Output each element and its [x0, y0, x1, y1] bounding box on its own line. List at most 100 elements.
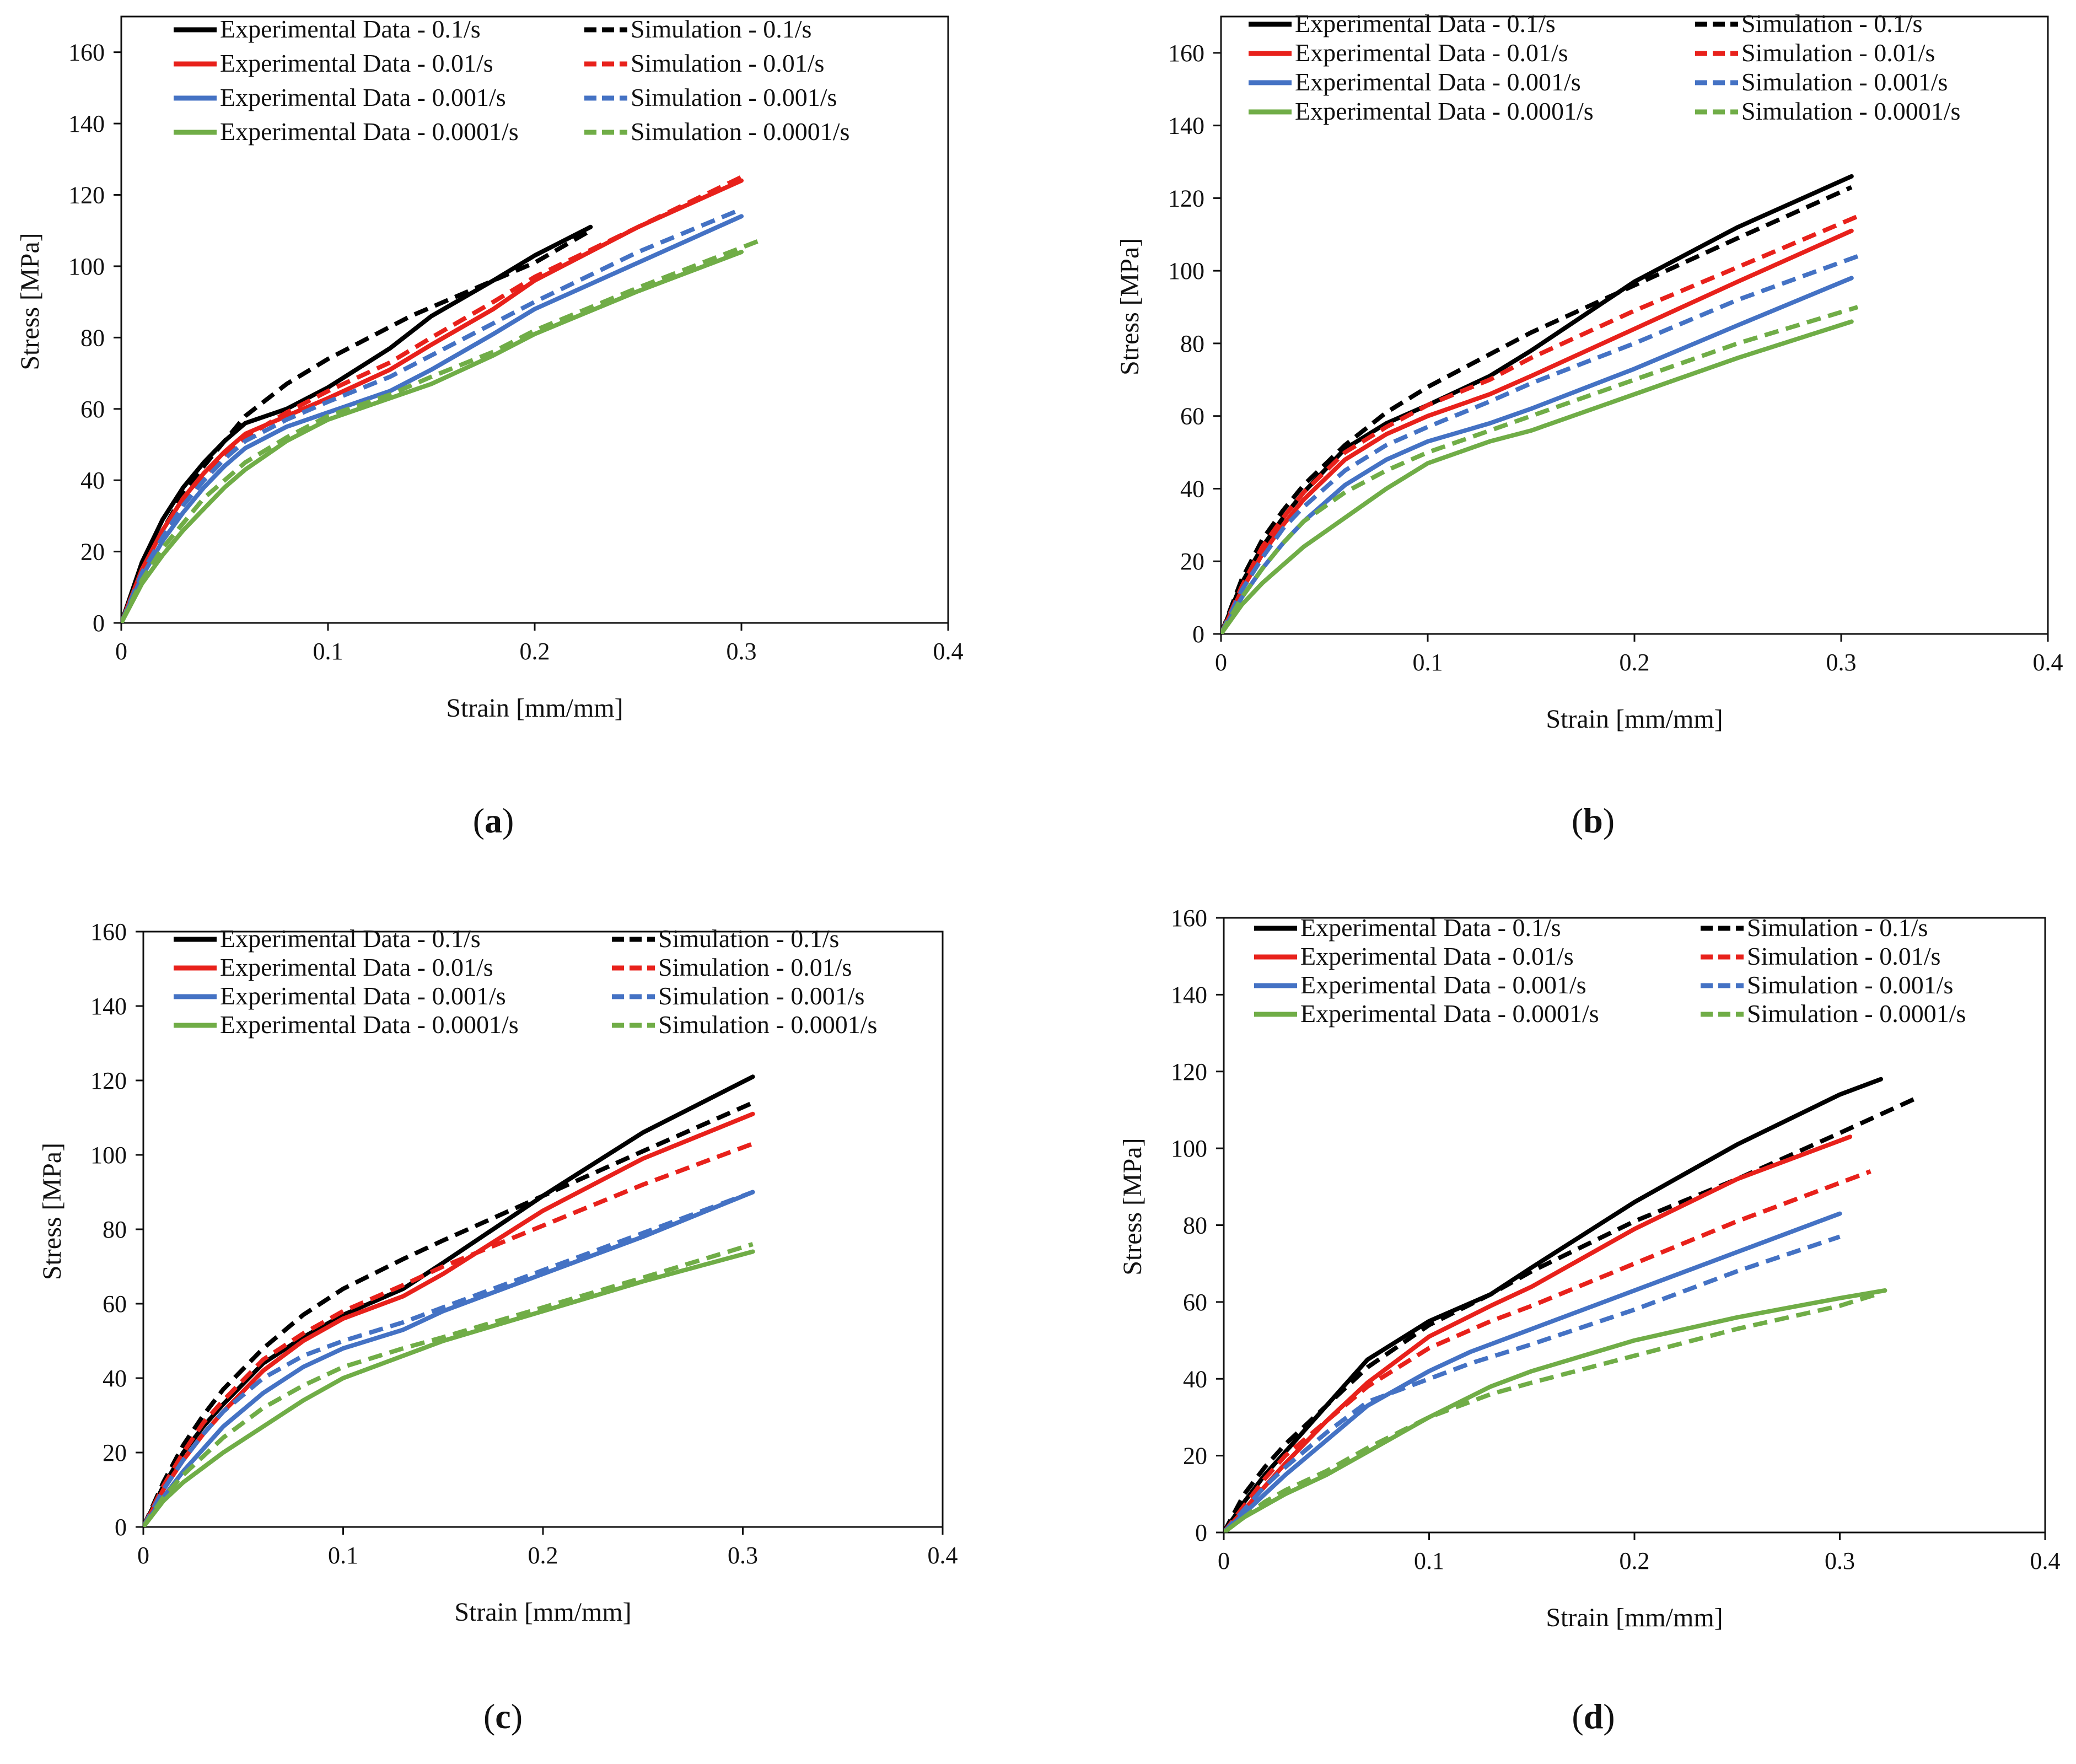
- y-tick-label: 0: [93, 610, 105, 637]
- legend-label: Simulation - 0.0001/s: [1741, 97, 1960, 125]
- y-axis-title: Stress [MPa]: [1118, 1138, 1147, 1275]
- caption-letter: c: [495, 1697, 510, 1736]
- panel-caption: (a): [473, 801, 514, 840]
- series-line-simulation-0-0001-s: [1224, 1292, 1878, 1532]
- series-line-simulation-0-1-s: [143, 1100, 754, 1527]
- series-line-simulation-0-0001-s: [143, 1242, 754, 1527]
- y-tick-label: 20: [1180, 548, 1204, 575]
- legend-label: Experimental Data - 0.0001/s: [220, 117, 519, 146]
- panel-caption: (b): [1572, 801, 1615, 840]
- series-line-experimental-data-0-01-s: [1221, 228, 1854, 634]
- x-tick-label: 0: [1215, 649, 1227, 676]
- legend-label: Simulation - 0.1/s: [631, 15, 811, 43]
- y-tick-label: 80: [80, 324, 105, 351]
- series-line-simulation-0-1-s: [1224, 1096, 1917, 1532]
- legend-label: Simulation - 0.0001/s: [1747, 999, 1966, 1028]
- legend-label: Simulation - 0.1/s: [658, 924, 839, 953]
- x-axis-title: Strain [mm/mm]: [1546, 1603, 1723, 1632]
- y-tick-label: 120: [1171, 1058, 1207, 1085]
- y-axis-title: Stress [MPa]: [37, 1143, 67, 1280]
- legend-label: Experimental Data - 0.01/s: [1300, 942, 1574, 970]
- series-group: [143, 1074, 755, 1527]
- y-tick-label: 160: [1168, 40, 1204, 67]
- y-tick-label: 0: [115, 1514, 127, 1541]
- legend-label: Experimental Data - 0.001/s: [220, 83, 506, 111]
- series-line-experimental-data-0-01-s: [1224, 1134, 1853, 1532]
- y-tick-label: 60: [1180, 403, 1204, 430]
- series-line-experimental-data-0-0001-s: [143, 1249, 755, 1527]
- caption-open: (: [473, 801, 485, 840]
- chart-panel-a: 0 0.1 0.2 0.3 0.4 0 20 40 60 80 100 120 140 160 Strain…: [15, 15, 964, 840]
- legend-label: Experimental Data - 0.0001/s: [1300, 999, 1599, 1028]
- y-axis-title: Stress [MPa]: [1115, 238, 1144, 375]
- x-tick-label: 0.4: [928, 1542, 958, 1569]
- x-tick-label: 0.4: [2033, 649, 2063, 676]
- x-tick-label: 0.4: [933, 638, 964, 665]
- y-tick-label: 40: [80, 467, 105, 494]
- x-tick-label: 0.2: [528, 1542, 558, 1569]
- caption-close: ): [1603, 801, 1615, 840]
- series-group: [1224, 1077, 1917, 1532]
- y-tick-label: 100: [90, 1142, 127, 1169]
- y-tick-label: 40: [1180, 475, 1204, 502]
- series-line-simulation-0-01-s: [1221, 214, 1859, 634]
- series-line-experimental-data-0-001-s: [143, 1190, 755, 1527]
- x-tick-label: 0.1: [328, 1542, 358, 1569]
- x-tick-label: 0.3: [728, 1542, 758, 1569]
- series-line-simulation-0-001-s: [1224, 1234, 1841, 1532]
- legend-label: Simulation - 0.01/s: [631, 49, 824, 77]
- y-tick-label: 160: [90, 918, 127, 945]
- x-tick-label: 0.2: [1620, 649, 1650, 676]
- y-tick-label: 60: [80, 396, 105, 423]
- y-tick-label: 120: [1168, 185, 1204, 212]
- caption-open: (: [1572, 801, 1583, 840]
- legend-label: Experimental Data - 0.001/s: [1295, 68, 1581, 96]
- y-tick-label: 60: [1183, 1289, 1207, 1316]
- y-tick-label: 100: [1168, 257, 1204, 284]
- legend-label: Experimental Data - 0.1/s: [1295, 9, 1556, 37]
- legend-label: Experimental Data - 0.0001/s: [1295, 97, 1594, 125]
- legend-label: Experimental Data - 0.01/s: [1295, 39, 1568, 67]
- y-tick-label: 160: [68, 39, 105, 66]
- series-line-simulation-0-01-s: [143, 1142, 754, 1527]
- caption-letter: d: [1584, 1697, 1604, 1736]
- y-tick-label: 20: [80, 539, 105, 566]
- x-tick-label: 0.3: [1826, 649, 1857, 676]
- x-tick-label: 0.1: [1413, 649, 1443, 676]
- x-tick-label: 0.3: [1825, 1547, 1855, 1574]
- legend-label: Simulation - 0.0001/s: [658, 1010, 877, 1039]
- y-tick-label: 20: [1183, 1443, 1207, 1470]
- y-axis-title: Stress [MPa]: [15, 233, 45, 370]
- x-tick-label: 0: [1218, 1547, 1230, 1574]
- legend-label: Experimental Data - 0.01/s: [220, 49, 493, 77]
- legend-label: Experimental Data - 0.0001/s: [220, 1010, 519, 1039]
- series-group: [1221, 174, 1859, 634]
- series-line-simulation-0-01-s: [1224, 1169, 1871, 1532]
- y-tick-label: 140: [68, 110, 105, 137]
- legend-label: Simulation - 0.01/s: [1747, 942, 1940, 970]
- series-line-simulation-0-001-s: [121, 207, 743, 623]
- legend-label: Experimental Data - 0.1/s: [220, 924, 481, 953]
- panel-caption: (d): [1572, 1697, 1615, 1736]
- legend-label: Simulation - 0.01/s: [658, 953, 852, 981]
- y-tick-label: 40: [103, 1365, 127, 1392]
- y-tick-label: 100: [68, 253, 105, 280]
- series-line-simulation-0-001-s: [1221, 254, 1859, 634]
- x-tick-label: 0.2: [1620, 1547, 1650, 1574]
- x-axis-title: Strain [mm/mm]: [1546, 704, 1723, 734]
- y-tick-label: 0: [1192, 621, 1204, 648]
- chart-panel-b: 0 0.1 0.2 0.3 0.4 0 20 40 60 80 100 120 140 160 Strain…: [1115, 9, 2063, 840]
- y-tick-label: 140: [1171, 981, 1207, 1008]
- legend-label: Experimental Data - 0.001/s: [220, 982, 506, 1010]
- series-line-experimental-data-0-0001-s: [1221, 319, 1854, 634]
- y-tick-label: 160: [1171, 905, 1207, 932]
- legend-label: Simulation - 0.01/s: [1741, 39, 1935, 67]
- y-tick-label: 100: [1171, 1135, 1207, 1162]
- series-line-experimental-data-0-0001-s: [1224, 1288, 1887, 1532]
- y-tick-label: 140: [90, 993, 127, 1020]
- series-line-simulation-0-01-s: [121, 175, 743, 623]
- x-tick-label: 0.2: [520, 638, 550, 665]
- x-tick-label: 0: [115, 638, 127, 665]
